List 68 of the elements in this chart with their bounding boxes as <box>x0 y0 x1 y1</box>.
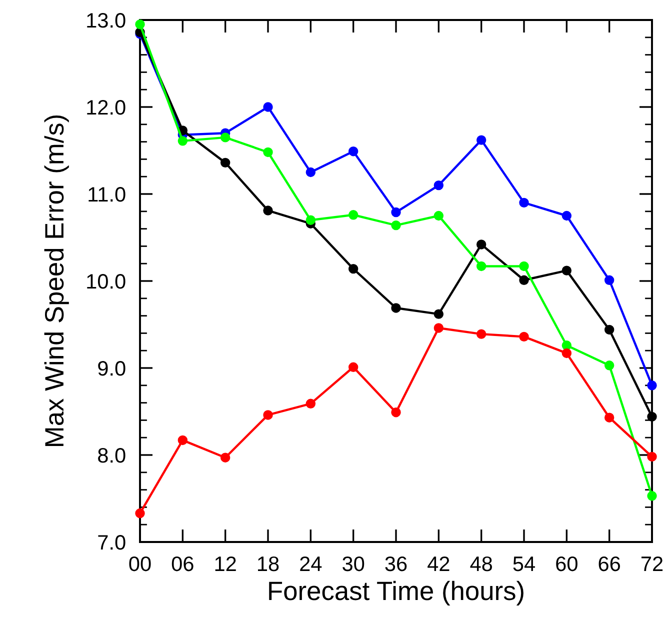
x-tick-label: 00 <box>129 556 151 572</box>
x-tick-label: 48 <box>470 556 492 572</box>
point <box>604 275 614 285</box>
point <box>306 215 316 225</box>
point <box>306 398 316 409</box>
point <box>263 410 273 420</box>
point <box>476 240 486 250</box>
y-tick-label: 10.0 <box>87 274 126 289</box>
point <box>263 206 273 216</box>
point <box>348 210 358 220</box>
point <box>434 210 444 221</box>
y-tick-label: 13.0 <box>87 13 126 28</box>
point <box>562 348 572 358</box>
point <box>348 362 358 372</box>
point <box>604 360 614 370</box>
x-tick-label: 54 <box>513 556 535 572</box>
point <box>434 180 444 190</box>
y-tick-label: 8.0 <box>98 448 126 463</box>
point <box>647 452 657 462</box>
x-tick-label: 72 <box>641 556 663 571</box>
point <box>519 261 529 272</box>
y-tick-label: 11.0 <box>88 187 126 202</box>
x-tick-label: 18 <box>258 556 279 572</box>
point <box>391 303 401 313</box>
point <box>604 412 614 422</box>
y-tick-label: 9.0 <box>98 361 126 376</box>
point <box>220 452 230 462</box>
x-tick-label: 60 <box>556 556 578 572</box>
y-tick-label: 7.0 <box>98 535 126 550</box>
point <box>135 508 145 518</box>
x-tick-label: 36 <box>385 556 407 572</box>
point <box>220 132 230 142</box>
point <box>391 220 401 230</box>
point <box>178 435 188 446</box>
point <box>476 329 486 339</box>
point <box>476 135 486 145</box>
point <box>647 491 657 501</box>
point <box>135 19 145 30</box>
x-tick-label: 06 <box>172 556 194 572</box>
point <box>434 309 444 319</box>
point <box>562 340 572 350</box>
x-tick-label: 12 <box>215 556 236 571</box>
point <box>519 198 529 208</box>
x-tick-label: 24 <box>300 556 322 571</box>
point <box>476 261 486 272</box>
y-tick-label: 12.0 <box>87 100 126 115</box>
point <box>519 275 529 285</box>
point <box>519 332 529 342</box>
x-tick-label: 66 <box>598 556 620 572</box>
point <box>178 136 188 146</box>
point <box>220 158 230 168</box>
point <box>647 380 657 390</box>
x-tick-label: 42 <box>428 556 450 571</box>
point <box>647 412 657 422</box>
point <box>348 264 358 274</box>
point <box>604 324 614 335</box>
x-tick-label: 30 <box>342 556 364 572</box>
x-axis-title: Forecast Time (hours) <box>269 580 524 606</box>
point <box>263 147 273 158</box>
point <box>263 102 273 112</box>
point <box>348 146 358 156</box>
point <box>306 167 316 178</box>
point <box>562 210 572 221</box>
point <box>391 408 401 418</box>
point <box>562 266 572 276</box>
point <box>391 207 401 218</box>
y-axis-title: Max Wind Speed Error (m/s) <box>44 115 69 446</box>
point <box>434 323 444 333</box>
